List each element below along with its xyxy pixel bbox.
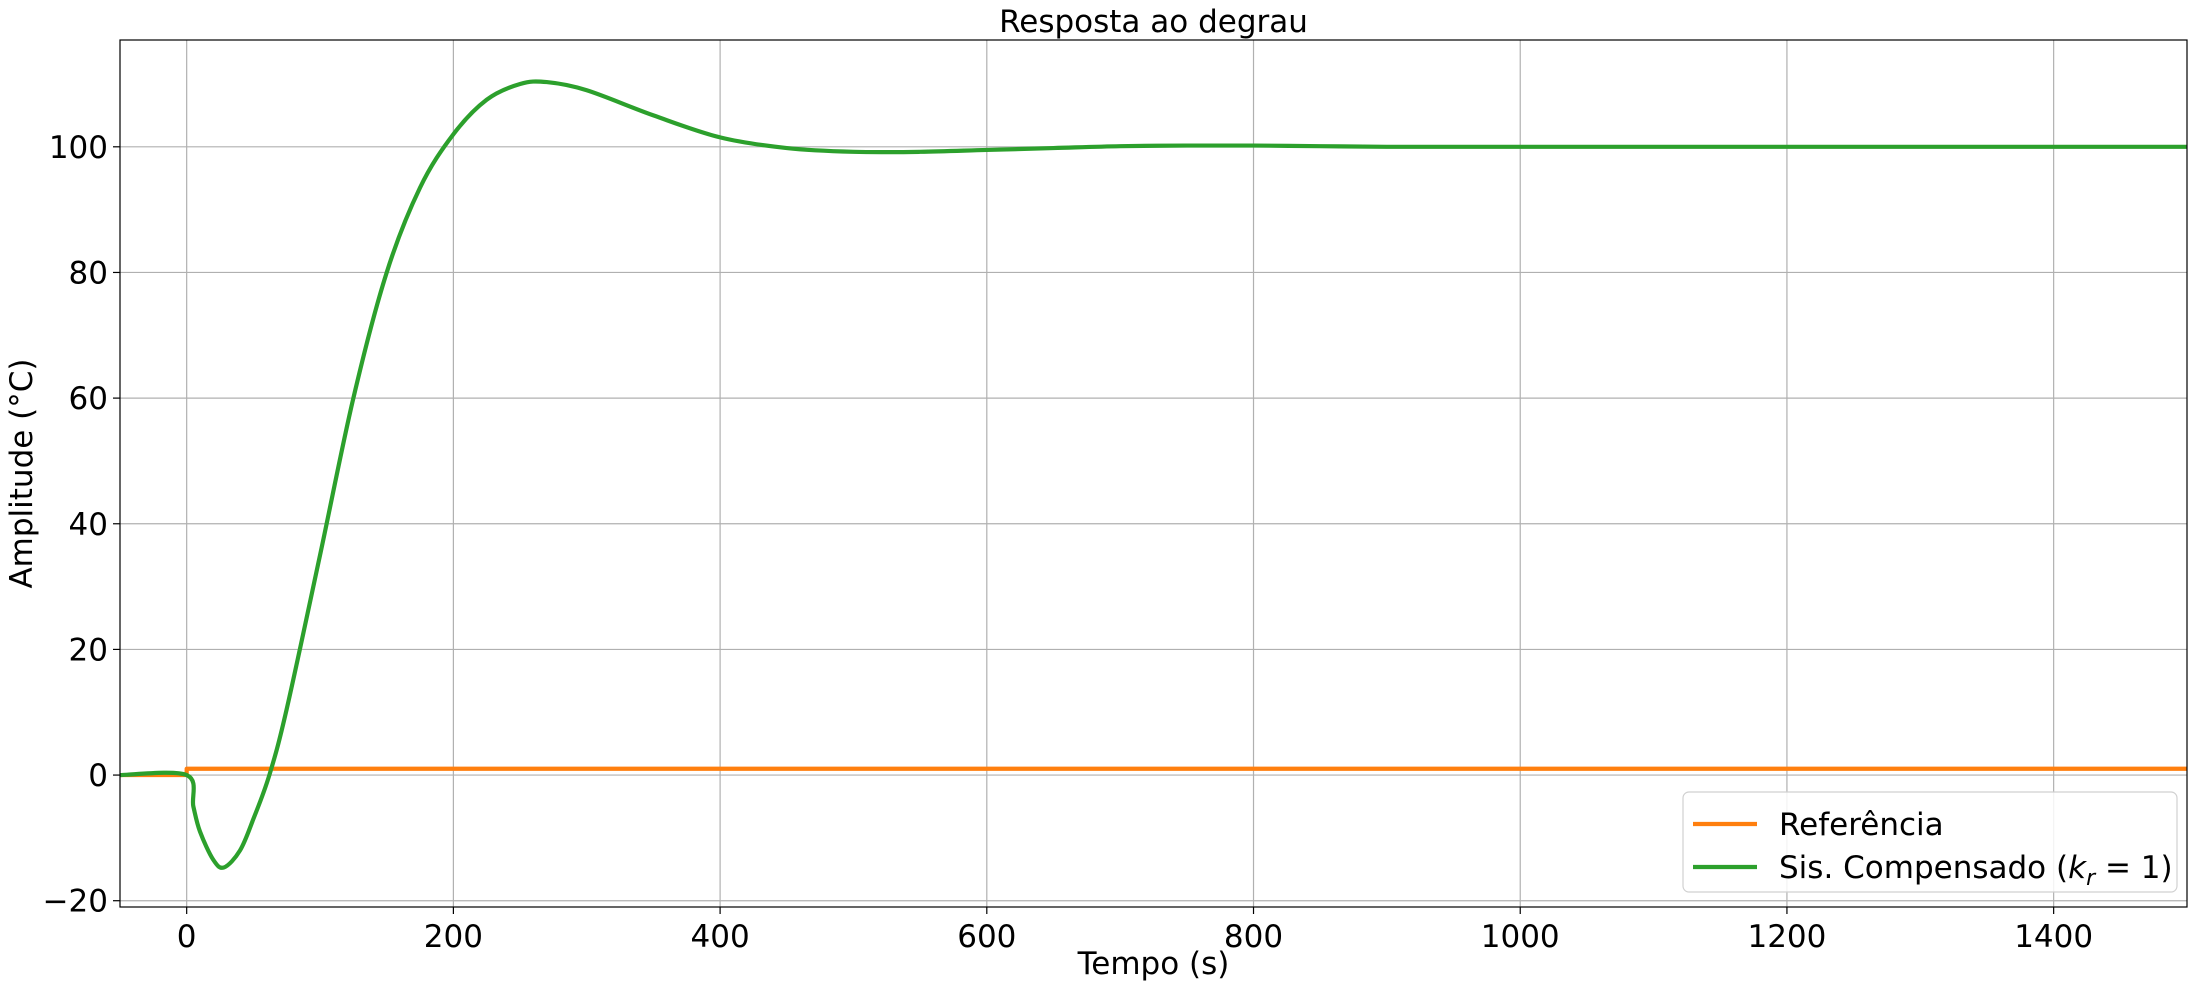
series-layer [120,79,2187,870]
y-tick-label: 40 [69,507,108,543]
x-tick-label: 800 [1224,919,1283,955]
y-tick-label: 0 [88,758,108,794]
y-tick-label: 20 [69,632,108,668]
x-tick-label: 200 [424,919,483,955]
x-axis-label: Tempo (s) [1077,946,1230,982]
x-tick-label: 400 [691,919,750,955]
x-tick-label: 0 [177,919,197,955]
y-tick-label: 80 [69,255,108,291]
y-tick-label: 60 [69,381,108,417]
x-tick-label: 1200 [1747,919,1826,955]
plot-frame [119,39,2188,908]
axis-ticks: 0 200 400 600 800 1000 1200 1400 −20 0 20 40 60 80 100 [43,130,2094,955]
chart-title: Resposta ao degrau [999,4,1308,40]
x-tick-label: 1000 [1481,919,1560,955]
y-tick-label: −20 [43,884,108,920]
series-sis-compensado-line [120,79,2187,870]
x-tick-label: 600 [957,919,1016,955]
legend-label-sis-compensado: Sis. Compensado (kr = 1) [1779,850,2173,891]
legend-box [1682,791,2178,893]
legend: Referência Sis. Compensado (kr = 1) [1682,791,2178,893]
y-axis-label: Amplitude (°C) [4,358,40,588]
y-tick-label: 100 [49,130,108,166]
x-tick-label: 1400 [2014,919,2093,955]
legend-label-referencia: Referência [1779,807,1944,843]
